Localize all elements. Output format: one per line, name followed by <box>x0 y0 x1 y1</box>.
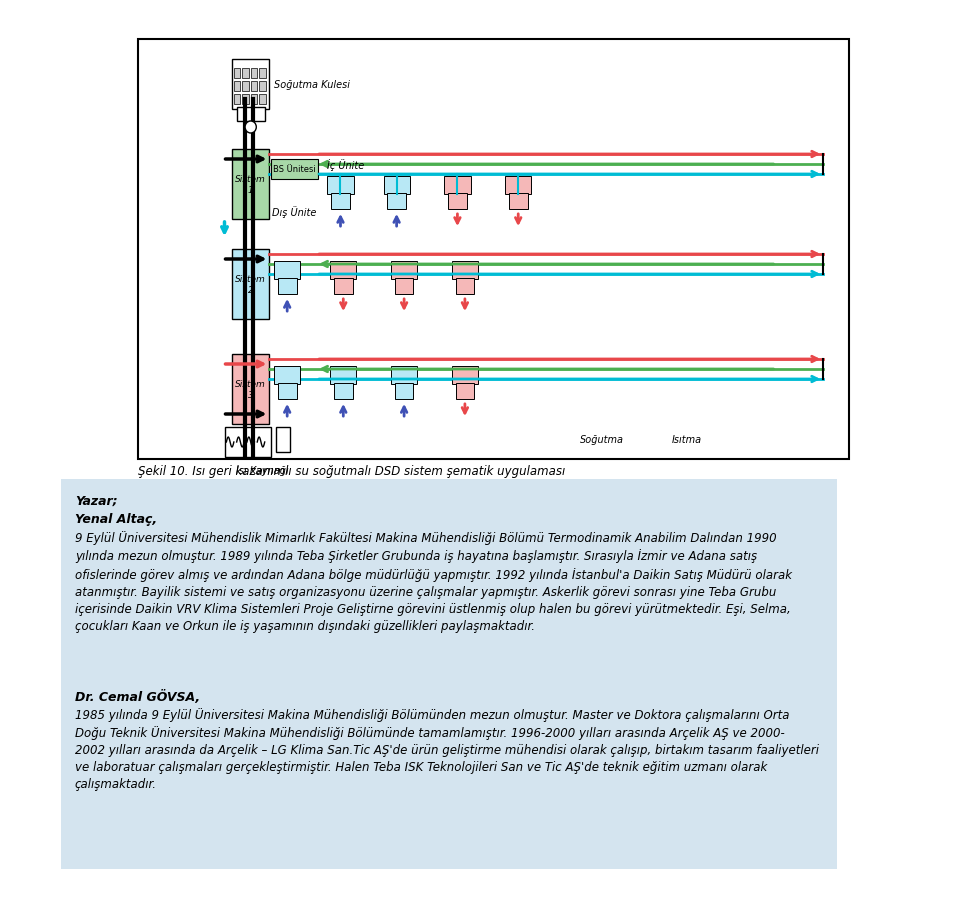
Bar <box>391 262 418 279</box>
Text: Sistem
2: Sistem 2 <box>235 275 266 294</box>
Bar <box>505 176 531 195</box>
Bar <box>251 82 257 92</box>
Text: Soğutma Kulesi: Soğutma Kulesi <box>274 80 350 90</box>
Bar <box>330 367 356 384</box>
Bar <box>259 95 266 105</box>
Bar <box>448 194 467 210</box>
Bar <box>456 383 474 400</box>
Bar <box>387 194 406 210</box>
Text: Sistem
3: Sistem 3 <box>235 380 266 399</box>
Bar <box>395 278 414 295</box>
Bar <box>232 60 270 110</box>
Text: BS Ünitesi: BS Ünitesi <box>274 165 316 175</box>
Text: Şekil 10. Isı geri kazanımlı su soğutmalı DSD sistem şematik uygulaması: Şekil 10. Isı geri kazanımlı su soğutmal… <box>138 464 565 478</box>
Bar <box>444 176 470 195</box>
Bar <box>277 383 297 400</box>
Bar <box>259 69 266 79</box>
Bar <box>327 176 353 195</box>
Text: Dış Ünite: Dış Ünite <box>273 206 317 218</box>
Text: Sistem
1: Sistem 1 <box>235 176 266 195</box>
Bar <box>277 278 297 295</box>
Bar <box>251 95 257 105</box>
Bar <box>452 367 478 384</box>
Text: Isı Kaynağı: Isı Kaynağı <box>235 466 288 475</box>
Bar <box>242 69 249 79</box>
Bar <box>234 95 240 105</box>
Bar <box>225 427 272 458</box>
Bar <box>384 176 410 195</box>
Text: İç Ünite: İç Ünite <box>327 159 365 171</box>
Bar <box>391 367 418 384</box>
Bar <box>334 383 352 400</box>
Bar <box>234 82 240 92</box>
Bar <box>276 427 290 452</box>
Bar <box>242 95 249 105</box>
Bar <box>232 250 270 320</box>
Bar <box>509 194 528 210</box>
Bar <box>395 383 414 400</box>
Bar <box>232 150 270 220</box>
Bar <box>274 262 300 279</box>
Bar <box>274 367 300 384</box>
Bar <box>456 278 474 295</box>
Bar <box>237 108 265 122</box>
Text: Dr. Cemal GÖVSA,: Dr. Cemal GÖVSA, <box>75 689 200 703</box>
Text: Yenal Altaç,: Yenal Altaç, <box>75 513 156 526</box>
Bar <box>251 69 257 79</box>
Bar <box>138 40 850 460</box>
Bar <box>334 278 352 295</box>
Text: 9 Eylül Üniversitesi Mühendislik Mimarlık Fakültesi Makina Mühendisliği Bölümü T: 9 Eylül Üniversitesi Mühendislik Mimarlı… <box>75 530 792 632</box>
Bar <box>330 262 356 279</box>
Bar <box>232 355 270 425</box>
Bar <box>259 82 266 92</box>
Text: Soğutma: Soğutma <box>581 435 624 445</box>
Circle shape <box>245 122 256 134</box>
Text: 1985 yılında 9 Eylül Üniversitesi Makina Mühendisliği Bölümünden mezun olmuştur.: 1985 yılında 9 Eylül Üniversitesi Makina… <box>75 708 819 790</box>
Bar <box>331 194 349 210</box>
Bar <box>234 69 240 79</box>
Bar <box>272 160 318 180</box>
Bar <box>60 480 837 869</box>
Bar <box>242 82 249 92</box>
Text: Isıtma: Isıtma <box>672 435 702 445</box>
Bar <box>452 262 478 279</box>
Text: Yazar;: Yazar; <box>75 494 117 507</box>
